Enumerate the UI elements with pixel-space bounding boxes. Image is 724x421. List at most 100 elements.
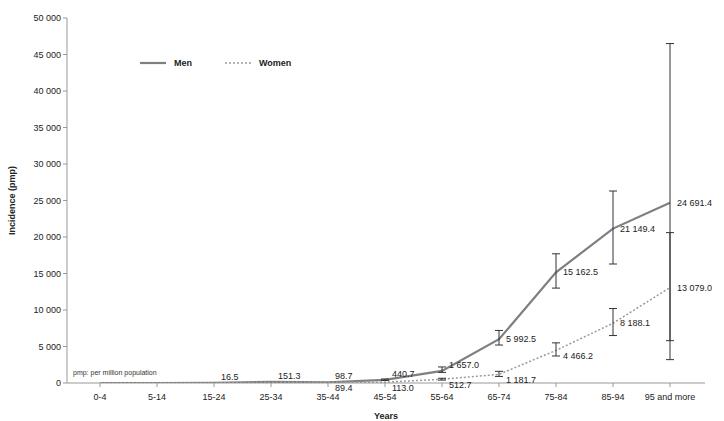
y-tick <box>63 164 67 165</box>
x-tick <box>157 383 158 387</box>
legend-label: Men <box>174 58 192 68</box>
data-label: 13 079.0 <box>677 283 712 293</box>
x-tick <box>385 383 386 387</box>
error-cap <box>552 355 560 356</box>
error-bar <box>666 233 674 360</box>
series-line <box>100 288 670 383</box>
legend-swatch <box>140 62 166 64</box>
plot-area <box>100 44 674 383</box>
y-tick-label: 45 000 <box>33 50 61 60</box>
error-stem <box>442 367 443 372</box>
x-tick-label: 75-84 <box>544 392 567 402</box>
error-cap <box>666 359 674 360</box>
error-stem <box>613 191 614 264</box>
background <box>0 0 724 421</box>
error-cap <box>438 378 446 379</box>
x-tick <box>214 383 215 387</box>
data-label: 24 691.4 <box>677 198 712 208</box>
data-label: 1 657.0 <box>449 360 479 370</box>
y-tick <box>63 310 67 311</box>
error-cap <box>495 376 503 377</box>
error-cap <box>666 232 674 233</box>
annotation: pmp: per million population <box>73 369 157 377</box>
data-label: 8 188.1 <box>620 318 650 328</box>
error-stem <box>556 343 557 356</box>
error-cap <box>552 342 560 343</box>
x-tick <box>499 383 500 387</box>
legend-swatch <box>225 62 251 64</box>
legend: Men Women <box>140 58 291 68</box>
y-tick-label: 35 000 <box>33 123 61 133</box>
error-stem <box>670 233 671 360</box>
x-axis-title: Years <box>374 411 398 421</box>
error-bar <box>495 371 503 376</box>
y-tick <box>63 54 67 55</box>
error-bar <box>438 367 446 372</box>
y-axis-title: Incidence (pmp) <box>7 166 17 235</box>
error-cap <box>381 378 389 379</box>
data-label: 113.0 <box>392 383 414 393</box>
y-tick-label: 20 000 <box>33 232 61 242</box>
x-tick <box>271 383 272 387</box>
y-tick-label: 0 <box>56 378 61 388</box>
x-tick-label: 65-74 <box>487 392 510 402</box>
x-tick <box>613 383 614 387</box>
data-label: 89.4 <box>335 383 353 393</box>
error-cap <box>495 371 503 372</box>
error-bar <box>552 254 560 288</box>
y-tick-label: 10 000 <box>33 305 61 315</box>
error-stem <box>499 330 500 345</box>
error-cap <box>438 372 446 373</box>
y-tick-label: 5 000 <box>38 342 61 352</box>
x-tick-label: 25-34 <box>259 392 282 402</box>
error-cap <box>609 308 617 309</box>
x-tick-label: 85-94 <box>601 392 624 402</box>
x-tick <box>670 383 671 387</box>
error-bar <box>495 330 503 345</box>
data-label: 15 162.5 <box>563 267 598 277</box>
error-cap <box>552 253 560 254</box>
y-tick <box>63 346 67 347</box>
y-tick <box>63 91 67 92</box>
error-bar <box>552 343 560 356</box>
x-tick-label: 45-54 <box>373 392 396 402</box>
data-label: 21 149.4 <box>620 224 655 234</box>
x-tick-label: 35-44 <box>316 392 339 402</box>
x-tick-label: 5-14 <box>148 392 166 402</box>
data-label: 440.7 <box>392 369 415 379</box>
data-label: 16.5 <box>221 372 239 382</box>
x-tick-label: 0-4 <box>93 392 106 402</box>
error-stem <box>556 254 557 288</box>
error-cap <box>381 380 389 381</box>
y-tick-label: 15 000 <box>33 269 61 279</box>
error-bar <box>609 191 617 264</box>
data-label: 98.7 <box>335 371 353 381</box>
error-cap <box>609 335 617 336</box>
series-line <box>100 203 670 383</box>
x-tick <box>100 383 101 387</box>
error-cap <box>438 380 446 381</box>
error-cap <box>609 264 617 265</box>
data-label: 4 466.2 <box>563 351 593 361</box>
legend-label: Women <box>259 58 291 68</box>
y-tick-label: 50 000 <box>33 13 61 23</box>
y-tick <box>63 200 67 201</box>
y-tick <box>63 18 67 19</box>
y-tick <box>63 127 67 128</box>
error-bar <box>609 309 617 336</box>
data-label: 512.7 <box>449 380 472 390</box>
error-bar <box>381 379 389 380</box>
y-tick <box>63 273 67 274</box>
x-tick-label: 55-64 <box>430 392 453 402</box>
error-cap <box>609 191 617 192</box>
y-tick-label: 30 000 <box>33 159 61 169</box>
data-label: 151.3 <box>278 371 301 381</box>
y-tick-label: 40 000 <box>33 86 61 96</box>
data-label: 5 992.5 <box>506 334 536 344</box>
error-cap <box>552 288 560 289</box>
error-stem <box>613 309 614 336</box>
data-label: 1 181.7 <box>506 375 536 385</box>
error-cap <box>438 366 446 367</box>
y-tick-label: 25 000 <box>33 196 61 206</box>
y-tick <box>63 383 67 384</box>
